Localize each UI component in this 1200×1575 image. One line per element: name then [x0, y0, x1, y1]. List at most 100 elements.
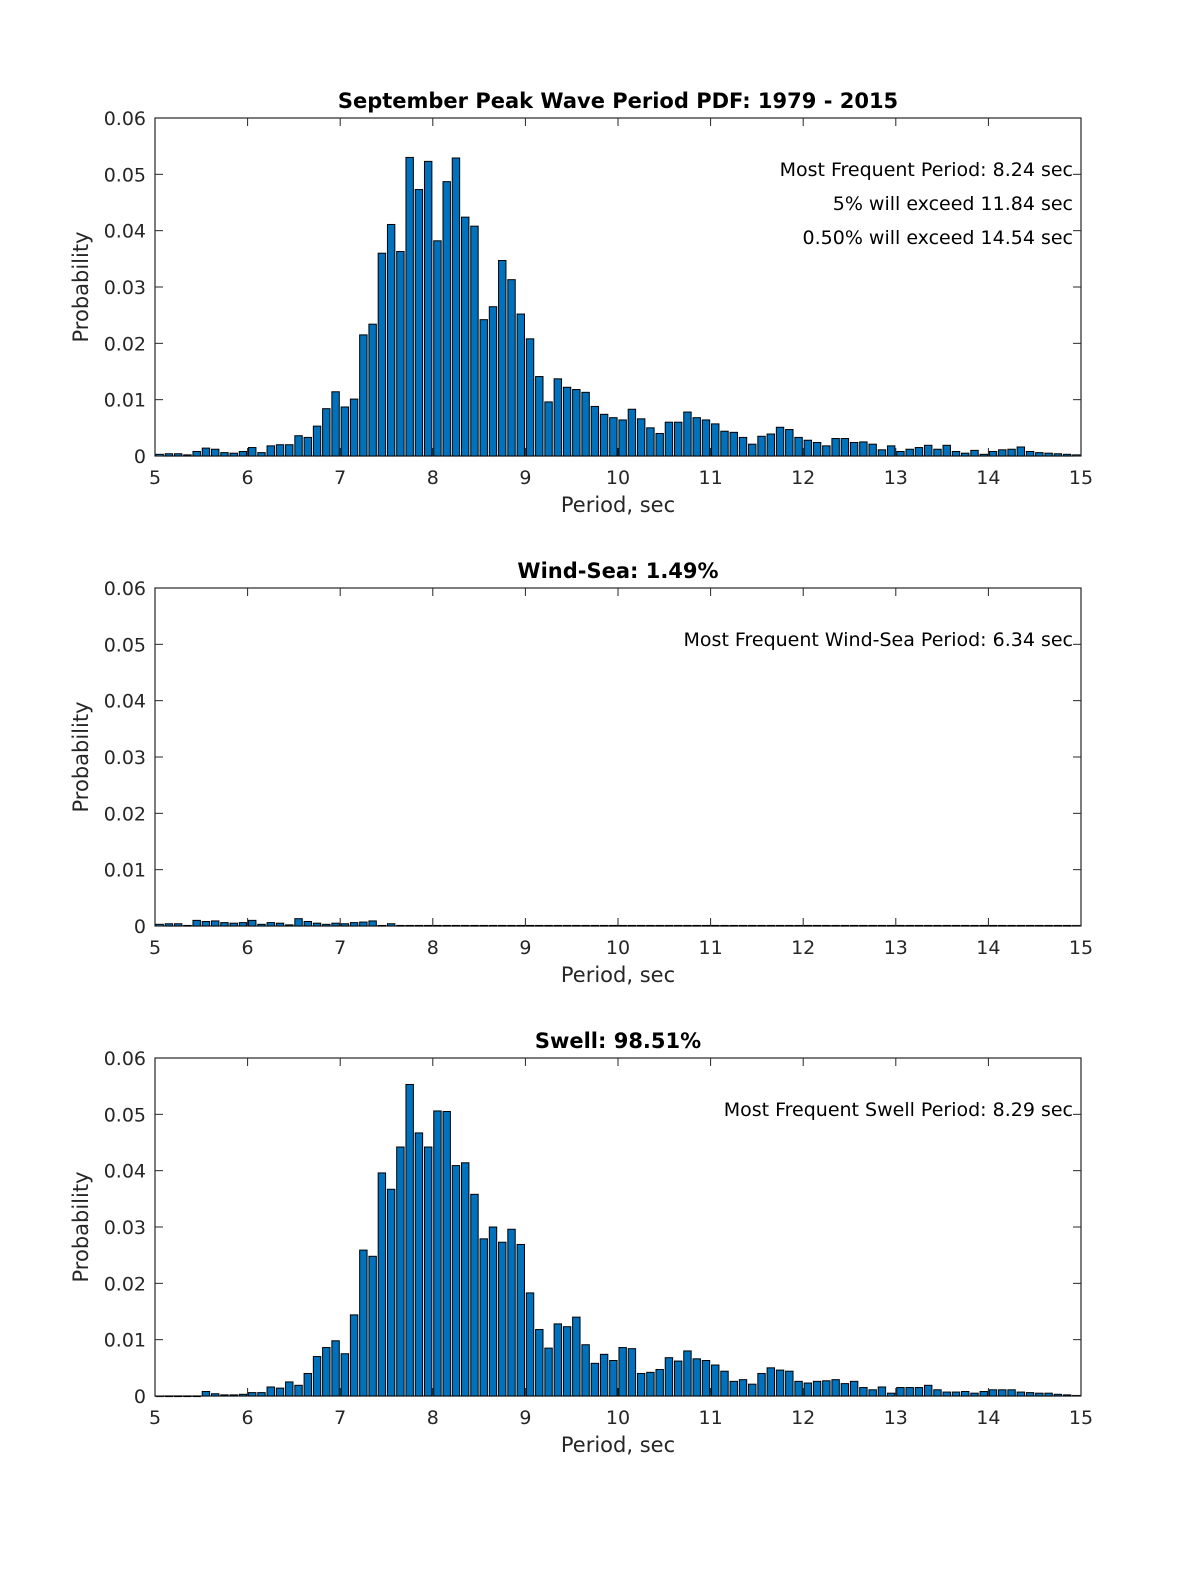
annotation-group: Most Frequent Wind-Sea Period: 6.34 sec [684, 629, 1073, 651]
bar [905, 924, 914, 927]
y-tick-label: 0.05 [104, 634, 146, 656]
x-tick-label: 9 [519, 937, 531, 959]
bar [868, 443, 877, 457]
bar [1044, 1392, 1053, 1397]
x-axis-label: Period, sec [561, 963, 675, 987]
bar [1035, 452, 1044, 457]
bar [933, 1389, 942, 1397]
bar [442, 181, 451, 457]
bar [359, 1249, 368, 1397]
x-tick-label: 8 [427, 467, 439, 489]
bar [998, 449, 1007, 457]
bar [229, 1394, 238, 1397]
bar [859, 924, 868, 927]
bar [720, 430, 729, 457]
y-tick-label: 0.03 [104, 747, 146, 769]
bar [766, 924, 776, 927]
bar [1062, 924, 1072, 927]
bar [349, 398, 359, 457]
x-tick-label: 10 [606, 1407, 630, 1429]
bar [711, 1364, 720, 1397]
bar [673, 421, 683, 457]
bar [183, 924, 192, 927]
bar [433, 1110, 442, 1397]
bar [831, 924, 840, 927]
bar [312, 1356, 322, 1397]
x-tick-label: 6 [242, 937, 254, 959]
bar [1035, 924, 1044, 927]
bar [377, 1172, 387, 1397]
x-tick-label: 13 [884, 467, 908, 489]
bar [886, 445, 896, 457]
x-axis-label: Period, sec [561, 493, 675, 517]
bar [248, 919, 257, 927]
bar [794, 436, 803, 457]
bar [998, 924, 1007, 927]
bar [1053, 924, 1063, 927]
bar [701, 419, 711, 457]
bar [961, 924, 970, 927]
bar [405, 924, 414, 927]
bar [488, 306, 498, 457]
bar [711, 423, 720, 457]
y-tick-label: 0.06 [104, 108, 146, 130]
bar [840, 438, 850, 457]
bar-series [155, 156, 1081, 457]
bar [275, 1387, 285, 1397]
bar [646, 427, 655, 457]
axis-ticks: 5 6 7 8 9 10 11 12 13 14 15 0 0.01 0.02 0.03 0.04 0.05 0.… [104, 1048, 1093, 1429]
bar [729, 1380, 738, 1397]
bar [442, 924, 451, 927]
bar [655, 924, 664, 927]
bar [692, 1358, 701, 1397]
x-tick-label: 15 [1069, 1407, 1093, 1429]
bar [266, 445, 275, 457]
y-tick-label: 0.02 [104, 333, 146, 355]
bar [961, 452, 970, 457]
bar [979, 453, 988, 457]
bar-series [155, 1083, 1081, 1398]
annotation-group: Most Frequent Swell Period: 8.29 sec [724, 1099, 1073, 1121]
bar [775, 924, 785, 927]
bar [525, 338, 535, 457]
y-tick-label: 0.02 [104, 1273, 146, 1295]
x-tick-label: 10 [606, 937, 630, 959]
bar [877, 1386, 887, 1397]
bar [896, 924, 905, 927]
y-tick-label: 0.04 [104, 691, 146, 713]
y-tick-label: 0 [134, 916, 146, 938]
bar [609, 1360, 618, 1397]
bar [618, 924, 627, 927]
bar [488, 1226, 498, 1397]
bar [933, 924, 942, 927]
bar [905, 1387, 914, 1397]
bar [1053, 453, 1063, 457]
bar [322, 408, 331, 457]
bar [229, 922, 238, 927]
bar [1044, 924, 1053, 927]
x-tick-label: 10 [606, 467, 630, 489]
x-tick-label: 11 [699, 1407, 723, 1429]
bar [951, 1391, 961, 1397]
bar [812, 924, 822, 927]
bar [581, 1344, 590, 1397]
y-axis-label: Probability [69, 1171, 93, 1282]
bar [924, 924, 933, 927]
plot-area [154, 587, 1082, 927]
bar [238, 450, 248, 457]
bar [238, 1393, 248, 1397]
axis-ticks: 5 6 7 8 9 10 11 12 13 14 15 0 0.01 0.02 0.03 0.04 0.05 0.… [104, 578, 1093, 959]
x-tick-label: 5 [149, 1407, 161, 1429]
bar [220, 452, 229, 457]
bar [479, 319, 488, 457]
bar [766, 433, 776, 457]
bar [266, 1386, 275, 1397]
y-tick-label: 0.02 [104, 803, 146, 825]
bar [905, 448, 914, 457]
bar [1016, 446, 1026, 457]
bar [1062, 1394, 1072, 1397]
bar [461, 1162, 470, 1397]
bar [322, 923, 331, 927]
bar [775, 1369, 785, 1397]
bar [729, 431, 738, 457]
